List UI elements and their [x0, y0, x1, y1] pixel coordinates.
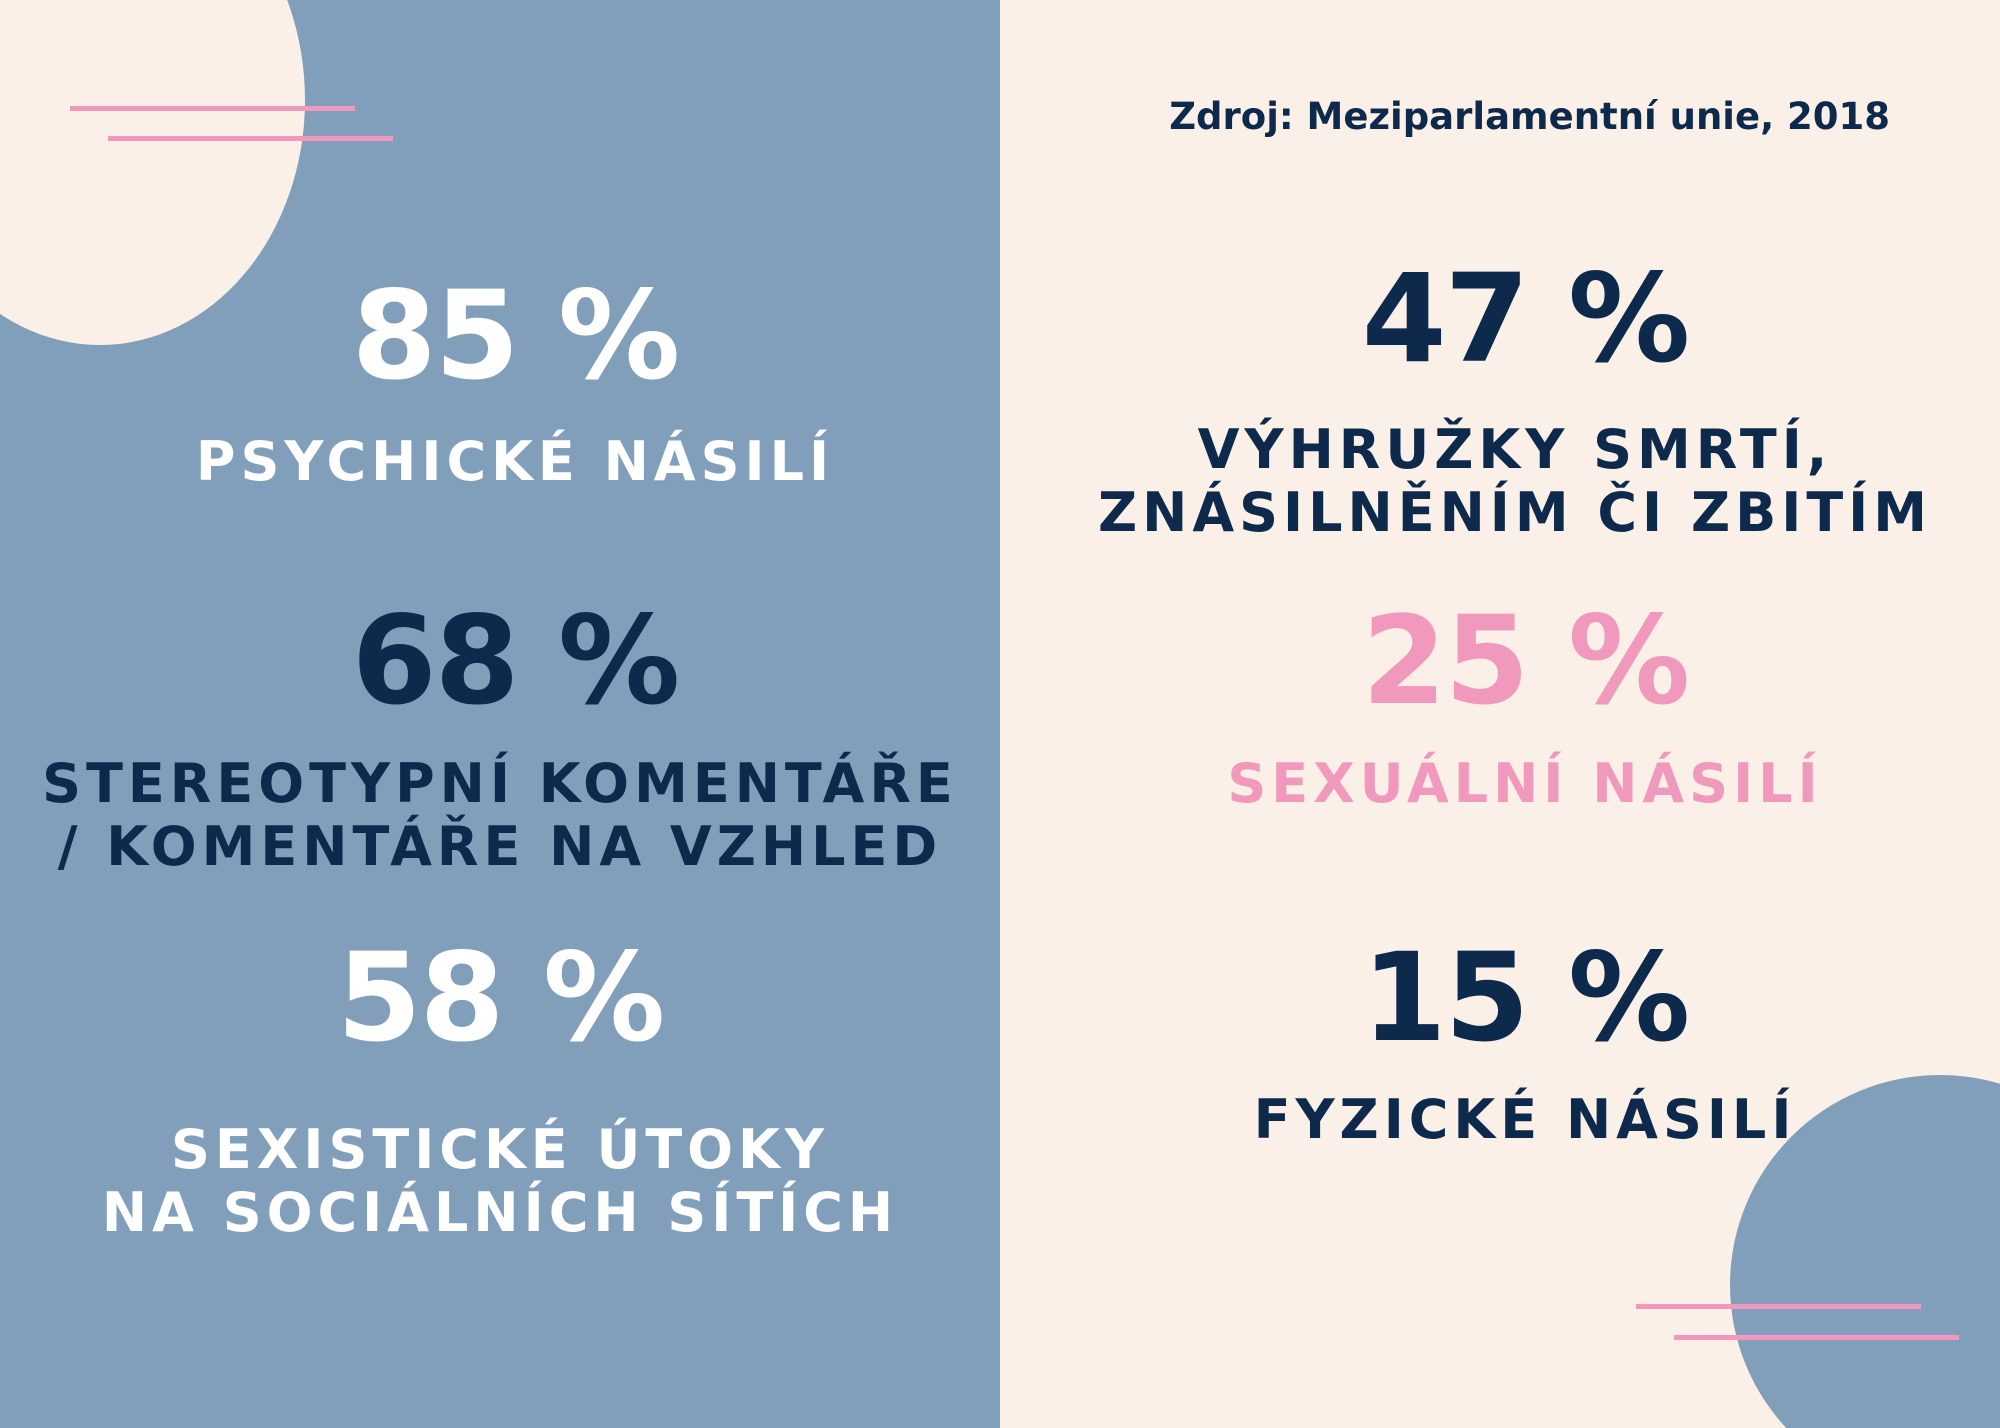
left-panel: 85 % PSYCHICKÉ NÁSILÍ 68 % STEREOTYPNÍ K… — [0, 0, 1000, 1428]
decorative-line — [1636, 1304, 1921, 1309]
stat-death-threats-label-line1: VÝHRUŽKY SMRTÍ, — [1197, 418, 1833, 481]
stat-stereotype-comments-value: 68 % — [351, 590, 681, 732]
decorative-line — [70, 106, 355, 111]
stat-death-threats-label-line2: ZNÁSILNĚNÍM ČI ZBITÍM — [1097, 481, 1933, 544]
decorative-line — [1674, 1335, 1959, 1340]
decorative-line — [108, 136, 393, 141]
stat-stereotype-comments-label-line1: STEREOTYPNÍ KOMENTÁŘE — [42, 752, 958, 815]
stat-death-threats-value: 47 % — [1361, 248, 1691, 390]
stat-stereotype-comments-label-line2: / KOMENTÁŘE NA VZHLED — [57, 815, 943, 878]
stat-physical-violence-value: 15 % — [1361, 927, 1691, 1069]
stat-sexual-violence-label: SEXUÁLNÍ NÁSILÍ — [1227, 752, 1823, 815]
stat-sexist-attacks-label-line1: SEXISTICKÉ ÚTOKY — [170, 1118, 830, 1181]
right-panel: 47 % VÝHRUŽKY SMRTÍ, ZNÁSILNĚNÍM ČI ZBIT… — [1000, 0, 2000, 1428]
stat-sexist-attacks-value: 58 % — [336, 927, 666, 1069]
stat-physical-violence-label: FYZICKÉ NÁSILÍ — [1253, 1088, 1797, 1151]
source-citation: Zdroj: Meziparlamentní unie, 2018 — [1169, 95, 1890, 138]
stat-psychic-violence-value: 85 % — [351, 265, 681, 407]
stat-sexist-attacks-label-line2: NA SOCIÁLNÍCH SÍTÍCH — [101, 1181, 899, 1244]
stat-psychic-violence-label: PSYCHICKÉ NÁSILÍ — [195, 430, 835, 493]
stat-sexual-violence-value: 25 % — [1361, 590, 1691, 732]
